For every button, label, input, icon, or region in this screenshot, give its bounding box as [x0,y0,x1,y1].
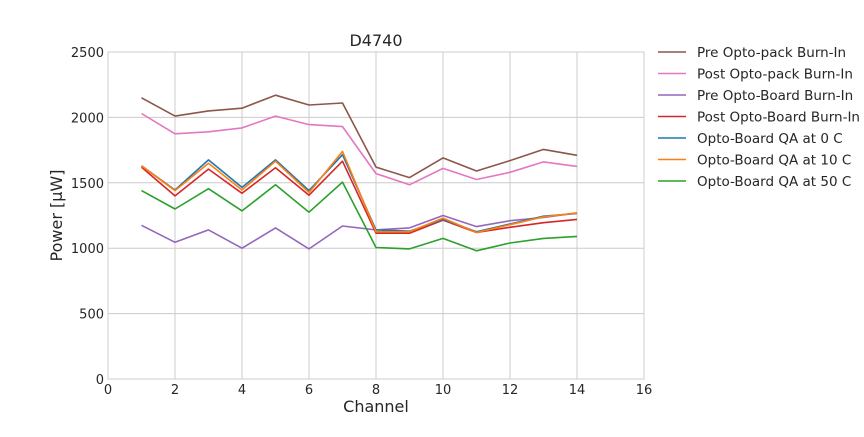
legend-label: Opto-Board QA at 10 C [697,153,851,169]
x-tick-label: 16 [636,383,653,398]
x-tick-label: 6 [305,383,313,398]
legend-label: Pre Opto-pack Burn-In [697,45,846,61]
series-line [141,112,578,186]
y-tick-label: 500 [79,308,104,323]
y-tick-label: 1000 [71,242,104,257]
y-tick-label: 0 [96,373,104,388]
legend-label: Opto-Board QA at 0 C [697,131,843,147]
x-tick-label: 12 [502,383,519,398]
plot-frame [107,51,645,380]
legend: Pre Opto-pack Burn-In Post Opto-pack Burn… [658,45,860,190]
legend-label: Post Opto-pack Burn-In [697,67,853,83]
x-tick-label: 10 [435,383,452,398]
y-tick-label: 2500 [71,46,104,61]
y-axis-ticks: 0 500 1000 1500 2000 2500 [71,46,104,388]
x-axis-ticks: 0 2 4 6 8 10 12 14 16 [104,383,652,398]
series-line [141,150,578,234]
series-line [140,160,578,234]
chart-title: D4740 [349,31,402,50]
series-line [141,94,578,179]
x-tick-label: 0 [104,383,112,398]
x-tick-label: 8 [372,383,380,398]
x-tick-label: 2 [171,383,179,398]
y-axis-label: Power [µW] [47,170,66,262]
series-line [141,212,578,250]
y-tick-label: 1500 [71,177,104,192]
series-lines [140,94,578,252]
x-tick-label: 4 [238,383,246,398]
legend-label: Opto-Board QA at 50 C [697,174,851,190]
x-axis-label: Channel [343,397,409,416]
x-tick-label: 14 [569,383,586,398]
legend-label: Pre Opto-Board Burn-In [697,88,853,104]
legend-label: Post Opto-Board Burn-In [697,110,860,126]
series-line [141,181,578,252]
y-tick-label: 2000 [71,111,104,126]
